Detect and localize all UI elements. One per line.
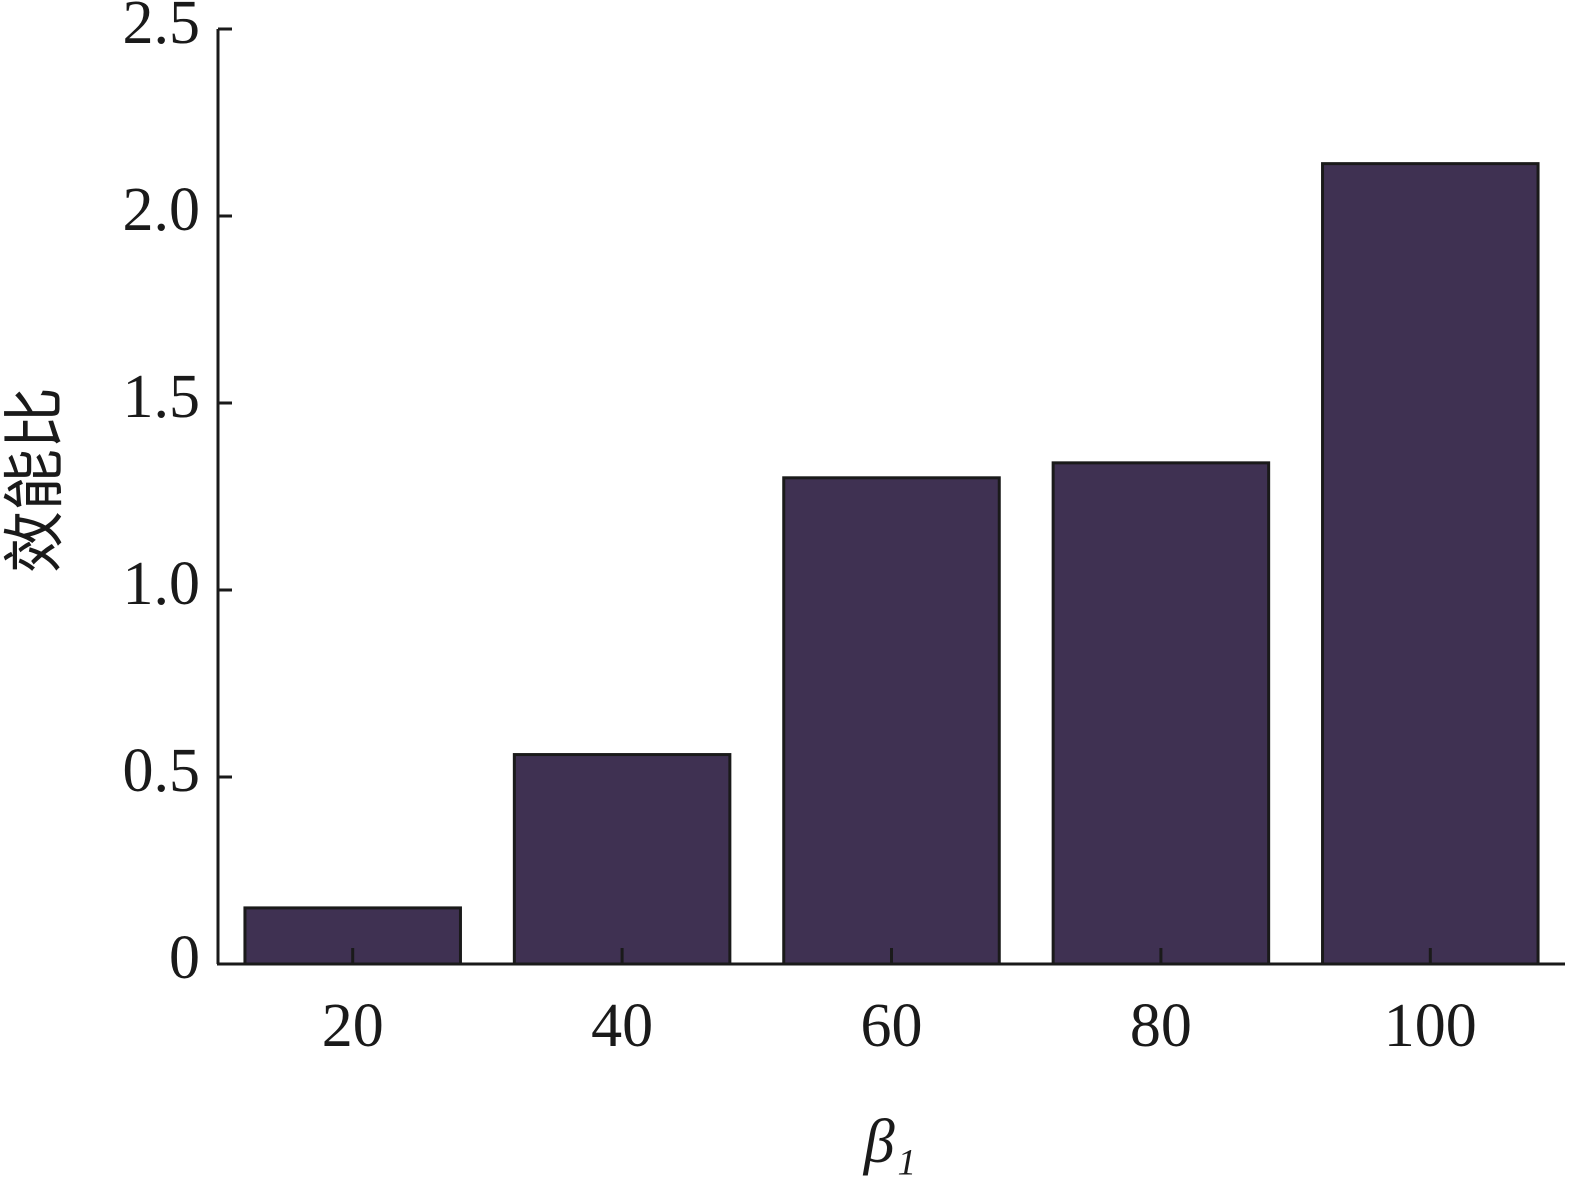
y-axis-label: 效能比 xyxy=(2,387,70,573)
y-tick-label: 2.5 xyxy=(123,0,201,57)
y-tick-label: 0 xyxy=(169,924,200,992)
x-tick-label: 60 xyxy=(861,992,923,1060)
y-tick-label: 1.5 xyxy=(123,363,201,431)
y-tick-label: 0.5 xyxy=(123,737,201,805)
x-tick-label: 20 xyxy=(322,992,384,1060)
x-axis-label: β₁ xyxy=(863,1108,916,1176)
bar xyxy=(1051,461,1271,966)
bar xyxy=(1321,162,1540,966)
x-tick-label: 100 xyxy=(1384,992,1477,1060)
bar xyxy=(782,476,1001,966)
y-tick-label: 1.0 xyxy=(123,550,201,618)
x-tick-label: 40 xyxy=(591,992,653,1060)
x-tick-label: 80 xyxy=(1130,992,1192,1060)
y-tick-label: 2.0 xyxy=(123,176,201,244)
bar xyxy=(512,753,732,966)
